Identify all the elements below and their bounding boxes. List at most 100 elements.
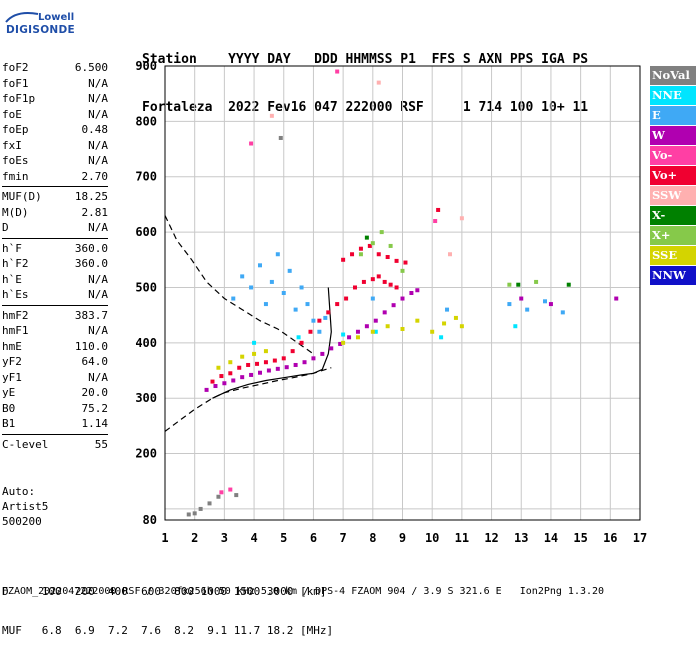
profile-curve-dashed bbox=[164, 367, 332, 432]
param-label: D bbox=[2, 221, 9, 234]
x-tick-label: 4 bbox=[250, 531, 257, 545]
data-point-sse bbox=[263, 349, 268, 354]
y-tick-label: 900 bbox=[135, 59, 157, 73]
logo-line1: Lowell bbox=[38, 12, 75, 23]
auto-artist: Artist5 bbox=[2, 500, 49, 513]
param-row-yf1: yF1 N/A bbox=[2, 370, 108, 386]
data-point-e bbox=[287, 268, 292, 273]
data-point-vo- bbox=[433, 219, 438, 224]
data-point-nne bbox=[296, 335, 301, 340]
data-point-vo- bbox=[436, 207, 441, 212]
data-point-sse bbox=[430, 329, 435, 334]
data-point-noval bbox=[192, 511, 197, 516]
param-row-fmin: fmin 2.70 bbox=[2, 169, 108, 185]
param-row-hme: hmE 110.0 bbox=[2, 339, 108, 355]
data-point-w bbox=[519, 296, 524, 301]
data-point-vo- bbox=[394, 285, 399, 290]
data-point-e bbox=[560, 310, 565, 315]
file-info: FZAOM_2022047222000.RSF / 320fx256h 50 k… bbox=[2, 586, 605, 597]
x-tick-label: 1 bbox=[161, 531, 168, 545]
param-label: C-level bbox=[2, 437, 49, 451]
param-row-foep: foEp 0.48 bbox=[2, 122, 108, 138]
param-value: 64.0 bbox=[81, 355, 109, 368]
data-point-noval bbox=[216, 494, 221, 499]
profile-curve-solid bbox=[212, 287, 332, 399]
data-point-vo- bbox=[353, 285, 357, 290]
param-row-fof1p: foF1p N/A bbox=[2, 91, 108, 107]
x-tick-label: 11 bbox=[455, 531, 469, 545]
data-point-e bbox=[317, 329, 322, 334]
data-point-w bbox=[400, 296, 405, 301]
data-point-e bbox=[258, 263, 262, 268]
data-point-w bbox=[240, 375, 245, 380]
data-point-x- bbox=[370, 241, 375, 246]
param-label: yE bbox=[2, 386, 16, 399]
param-value: N/A bbox=[88, 370, 108, 384]
param-label: yF1 bbox=[2, 370, 22, 384]
data-point-vo- bbox=[358, 246, 363, 251]
legend-item-noval: NoVal bbox=[650, 66, 696, 85]
data-point-nne bbox=[439, 335, 444, 340]
data-point-w bbox=[391, 303, 396, 308]
data-point-vo- bbox=[335, 69, 340, 74]
data-point-vo- bbox=[299, 340, 304, 345]
param-label: fmin bbox=[2, 169, 29, 183]
plot-frame bbox=[164, 65, 641, 521]
legend-item-nne: NNE bbox=[650, 86, 696, 105]
data-point-w bbox=[258, 370, 262, 375]
data-point-noval bbox=[234, 493, 239, 498]
data-point-vo- bbox=[281, 356, 286, 361]
data-point-vo- bbox=[382, 279, 387, 284]
data-point-e bbox=[269, 279, 274, 284]
data-point-sse bbox=[240, 354, 245, 359]
data-point-e bbox=[370, 296, 375, 301]
param-value: N/A bbox=[88, 107, 108, 121]
param-label: foF1 bbox=[2, 76, 29, 90]
data-point-w bbox=[382, 310, 387, 315]
param-label: MUF(D) bbox=[2, 190, 42, 203]
param-value: N/A bbox=[88, 76, 108, 90]
param-row-b1: B1 1.14 bbox=[2, 416, 108, 432]
lowell-digisonde-logo: Lowell DIGISONDE bbox=[2, 8, 76, 42]
x-tick-label: 15 bbox=[573, 531, 587, 545]
param-row-d: D N/A bbox=[2, 220, 108, 236]
param-row-h-f2: h`F2 360.0 bbox=[2, 256, 108, 272]
data-point-noval bbox=[278, 135, 283, 140]
data-point-vo- bbox=[341, 257, 346, 262]
param-value: 18.25 bbox=[74, 190, 108, 203]
param-label: yF2 bbox=[2, 355, 22, 368]
param-value: 2.81 bbox=[81, 205, 109, 219]
data-point-e bbox=[263, 302, 268, 307]
data-point-w bbox=[409, 291, 414, 295]
data-point-noval bbox=[207, 501, 212, 506]
logo-line2: DIGISONDE bbox=[6, 24, 76, 36]
y-tick-label: 600 bbox=[135, 225, 157, 239]
y-tick-label: 300 bbox=[135, 391, 157, 405]
param-value: 6.500 bbox=[74, 61, 108, 74]
data-point-sse bbox=[385, 324, 390, 329]
x-tick-label: 5 bbox=[280, 531, 287, 545]
data-point-x- bbox=[400, 268, 405, 273]
data-point-e bbox=[311, 318, 316, 323]
x-tick-label: 16 bbox=[603, 531, 617, 545]
chart-legend: NoVal NNE E W Vo- Vo+ SSW X- X+ SSE NNW bbox=[650, 66, 696, 286]
data-point-vo- bbox=[249, 141, 254, 146]
x-tick-label: 2 bbox=[191, 531, 198, 545]
data-point-w bbox=[213, 384, 218, 389]
x-tick-label: 3 bbox=[221, 531, 228, 545]
data-point-noval bbox=[186, 512, 191, 517]
data-point-w bbox=[364, 324, 369, 329]
x-tick-label: 13 bbox=[514, 531, 528, 545]
data-point-w bbox=[311, 356, 316, 361]
data-point-vo- bbox=[263, 360, 268, 365]
param-value: 360.0 bbox=[74, 241, 108, 255]
param-value: N/A bbox=[88, 138, 108, 152]
param-row-b0: B0 75.2 bbox=[2, 401, 108, 417]
data-point-vo- bbox=[344, 296, 349, 301]
data-point-e bbox=[281, 291, 286, 295]
ionogram-chart: 1 2 3 4 5 6 7 8 9 10 11 12 13 14 15 16 17802003004005006… bbox=[135, 59, 647, 545]
param-divider bbox=[2, 186, 108, 187]
data-point-vo- bbox=[385, 255, 390, 260]
header-labels: Station YYYY DAY DDD HHMMSS P1 FFS S AXN… bbox=[142, 52, 589, 67]
param-value: N/A bbox=[88, 154, 108, 167]
